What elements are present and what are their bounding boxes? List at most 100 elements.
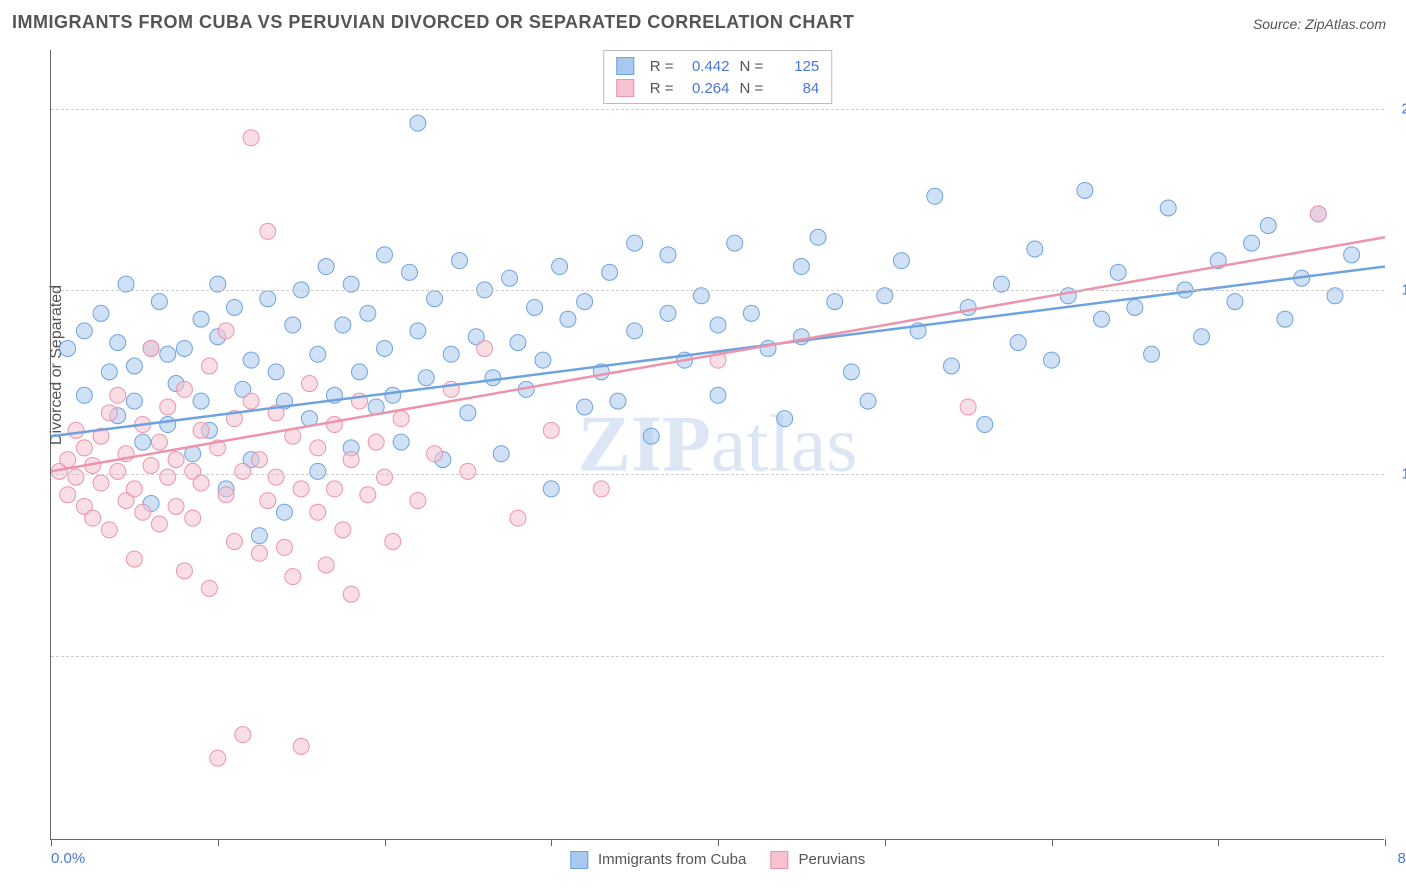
scatter-point xyxy=(235,463,251,479)
scatter-point xyxy=(168,452,184,468)
x-tick xyxy=(51,839,52,846)
scatter-point xyxy=(68,469,84,485)
scatter-point xyxy=(110,463,126,479)
chart-container: IMMIGRANTS FROM CUBA VS PERUVIAN DIVORCE… xyxy=(0,0,1406,892)
scatter-point xyxy=(93,475,109,491)
scatter-point xyxy=(1344,247,1360,263)
scatter-point xyxy=(60,452,76,468)
scatter-point xyxy=(276,504,292,520)
scatter-point xyxy=(151,516,167,532)
scatter-point xyxy=(326,417,342,433)
scatter-point xyxy=(543,422,559,438)
x-tick xyxy=(218,839,219,846)
scatter-point xyxy=(335,522,351,538)
scatter-point xyxy=(76,440,92,456)
scatter-point xyxy=(193,311,209,327)
scatter-point xyxy=(793,259,809,275)
y-tick-label: 18.8% xyxy=(1388,281,1406,298)
scatter-point xyxy=(1077,182,1093,198)
scatter-point xyxy=(135,434,151,450)
scatter-point xyxy=(110,387,126,403)
scatter-point xyxy=(176,381,192,397)
stat-n-label: N = xyxy=(740,80,764,97)
scatter-point xyxy=(318,557,334,573)
stat-legend-row: R = 0.442 N = 125 xyxy=(616,55,820,77)
scatter-point xyxy=(393,411,409,427)
scatter-point xyxy=(126,393,142,409)
scatter-point xyxy=(243,130,259,146)
scatter-point xyxy=(743,305,759,321)
scatter-point xyxy=(377,340,393,356)
x-tick xyxy=(1218,839,1219,846)
y-tick-label: 12.5% xyxy=(1388,466,1406,483)
regression-line xyxy=(51,267,1385,437)
x-tick xyxy=(1385,839,1386,846)
y-tick-label: 6.3% xyxy=(1388,647,1406,664)
scatter-point xyxy=(427,291,443,307)
scatter-point xyxy=(493,446,509,462)
scatter-point xyxy=(160,417,176,433)
scatter-point xyxy=(452,253,468,269)
scatter-point xyxy=(218,323,234,339)
stat-r-label: R = xyxy=(650,80,674,97)
scatter-point xyxy=(643,428,659,444)
scatter-point xyxy=(60,340,76,356)
scatter-point xyxy=(310,440,326,456)
scatter-point xyxy=(343,452,359,468)
scatter-point xyxy=(101,405,117,421)
scatter-point xyxy=(310,463,326,479)
scatter-point xyxy=(251,528,267,544)
scatter-point xyxy=(93,305,109,321)
scatter-point xyxy=(485,370,501,386)
scatter-point xyxy=(76,323,92,339)
scatter-point xyxy=(1144,346,1160,362)
scatter-point xyxy=(360,487,376,503)
stat-r-value: 0.264 xyxy=(684,80,730,97)
scatter-point xyxy=(1260,218,1276,234)
scatter-point xyxy=(418,370,434,386)
scatter-point xyxy=(510,335,526,351)
plot-svg xyxy=(51,50,1384,839)
source-attribution: Source: ZipAtlas.com xyxy=(1253,16,1386,32)
scatter-point xyxy=(185,510,201,526)
scatter-point xyxy=(560,311,576,327)
scatter-point xyxy=(1010,335,1026,351)
scatter-point xyxy=(101,364,117,380)
stat-n-value: 125 xyxy=(773,58,819,75)
scatter-point xyxy=(326,481,342,497)
scatter-point xyxy=(460,463,476,479)
scatter-point xyxy=(251,545,267,561)
scatter-point xyxy=(226,299,242,315)
scatter-point xyxy=(176,340,192,356)
plot-area: Divorced or Separated ZIPatlas R = 0.442… xyxy=(50,50,1384,840)
scatter-point xyxy=(510,510,526,526)
scatter-point xyxy=(143,457,159,473)
scatter-point xyxy=(151,294,167,310)
scatter-point xyxy=(360,305,376,321)
x-tick xyxy=(551,839,552,846)
scatter-point xyxy=(385,534,401,550)
scatter-point xyxy=(160,399,176,415)
scatter-point xyxy=(293,481,309,497)
scatter-point xyxy=(135,504,151,520)
scatter-point xyxy=(410,493,426,509)
scatter-point xyxy=(810,229,826,245)
scatter-point xyxy=(85,510,101,526)
scatter-point xyxy=(251,452,267,468)
scatter-point xyxy=(268,364,284,380)
scatter-point xyxy=(577,294,593,310)
stat-n-label: N = xyxy=(740,58,764,75)
scatter-point xyxy=(860,393,876,409)
scatter-point xyxy=(226,534,242,550)
scatter-point xyxy=(68,422,84,438)
scatter-point xyxy=(126,358,142,374)
scatter-point xyxy=(843,364,859,380)
scatter-point xyxy=(1094,311,1110,327)
scatter-point xyxy=(402,264,418,280)
scatter-point xyxy=(260,291,276,307)
scatter-point xyxy=(368,434,384,450)
scatter-point xyxy=(427,446,443,462)
stat-legend-row: R = 0.264 N = 84 xyxy=(616,77,820,99)
scatter-point xyxy=(193,475,209,491)
stat-r-value: 0.442 xyxy=(684,58,730,75)
